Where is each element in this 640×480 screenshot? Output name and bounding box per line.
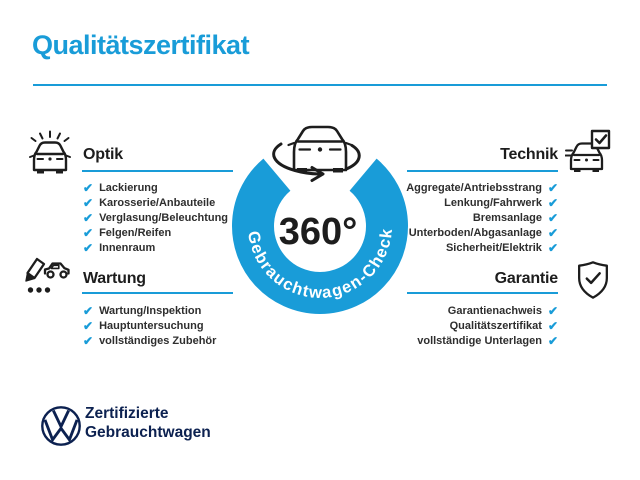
check-icon: ✔ [83,303,94,318]
section-rule-garantie [407,292,558,294]
item-label: Bremsanlage [472,211,542,224]
item-label: Unterboden/Abgasanlage [408,226,542,239]
checklist-item: Aggregate/Antriebsstrang ✔ [406,180,558,195]
check-icon: ✔ [547,210,558,225]
check-icon: ✔ [83,210,94,225]
section-rule-wartung [82,292,233,294]
check-icon: ✔ [547,333,558,348]
item-label: Karosserie/Anbauteile [99,196,216,209]
checklist-item: Unterboden/Abgasanlage ✔ [409,225,558,240]
item-label: vollständige Unterlagen [417,334,542,347]
check-icon: ✔ [83,195,94,210]
item-label: Hauptuntersuchung [99,319,204,332]
sparkling-car-icon [29,130,71,174]
check-icon: ✔ [547,240,558,255]
section-title-wartung: Wartung [83,270,146,287]
check-icon: ✔ [83,225,94,240]
car-checkbox-icon [565,129,611,172]
section-title-optik: Optik [83,146,123,163]
checklist-item: Sicherheit/Elektrik ✔ [446,240,558,255]
checklist-item: ✔ Lackierung [83,180,158,195]
check-icon: ✔ [547,303,558,318]
item-label: Qualitätszertifikat [449,319,542,332]
section-rule-technik [407,170,558,172]
checklist-item: Bremsanlage ✔ [473,210,558,225]
section-rule-optik [82,170,233,172]
checklist-technik: Aggregate/Antriebsstrang ✔ Lenkung/Fahrwe… [406,180,558,255]
degree-label: 360° [279,211,358,253]
check-icon: ✔ [83,180,94,195]
item-label: Innenraum [99,241,156,254]
car-rotate-icon [272,125,361,182]
item-label: Felgen/Reifen [99,226,172,239]
checklist-item: ✔ Karosserie/Anbauteile [83,195,215,210]
check-icon: ✔ [547,318,558,333]
checklist-item: Lenkung/Fahrwerk ✔ [444,195,558,210]
section-title-garantie: Garantie [494,270,559,287]
page-title: Qualitätszertifikat [32,30,250,60]
checklist-item: Qualitätszertifikat ✔ [450,318,558,333]
item-label: Wartung/Inspektion [99,304,202,317]
checklist-garantie: Garantienachweis ✔ Qualitätszertifikat ✔ v… [417,303,558,348]
checklist-item: ✔ Wartung/Inspektion [83,303,201,318]
checklist-item: ✔ Hauptuntersuchung [83,318,204,333]
checklist-item: ✔ Felgen/Reifen [83,225,171,240]
checklist-item: vollständige Unterlagen ✔ [417,333,558,348]
ring-arc [232,158,408,314]
check-icon: ✔ [547,195,558,210]
pen-car-dots-icon [25,257,70,293]
checklist-item: ✔ vollständiges Zubehör [83,333,216,348]
item-label: vollständiges Zubehör [99,334,217,347]
brand-line-2: Gebrauchtwagen [85,424,211,441]
item-label: Garantienachweis [447,304,542,317]
checklist-wartung: ✔ Wartung/Inspektion ✔ Hauptuntersuchung ✔… [83,303,216,348]
check-icon: ✔ [547,180,558,195]
checklist-item: Garantienachweis ✔ [448,303,558,318]
svg-text:Gebrauchtwagen-Check: Gebrauchtwagen-Check [244,227,396,302]
check-icon: ✔ [83,333,94,348]
brand-line-1: Zertifizierte [85,405,169,422]
checklist-item: ✔ Innenraum [83,240,155,255]
check-icon: ✔ [83,318,94,333]
ring-label: Gebrauchtwagen-Check [244,227,395,302]
title-divider [33,84,607,86]
item-label: Verglasung/Beleuchtung [99,211,229,224]
shield-check-icon [578,261,608,299]
section-title-technik: Technik [500,146,558,163]
item-label: Lenkung/Fahrwerk [444,196,542,209]
item-label: Lackierung [99,181,158,194]
checklist-optik: ✔ Lackierung ✔ Karosserie/Anbauteile ✔ Verg… [83,180,228,255]
check-icon: ✔ [83,240,94,255]
item-label: Sicherheit/Elektrik [445,241,542,254]
item-label: Aggregate/Antriebsstrang [406,181,542,194]
vw-logo [41,406,81,446]
check-icon: ✔ [547,225,558,240]
checklist-item: ✔ Verglasung/Beleuchtung [83,210,228,225]
